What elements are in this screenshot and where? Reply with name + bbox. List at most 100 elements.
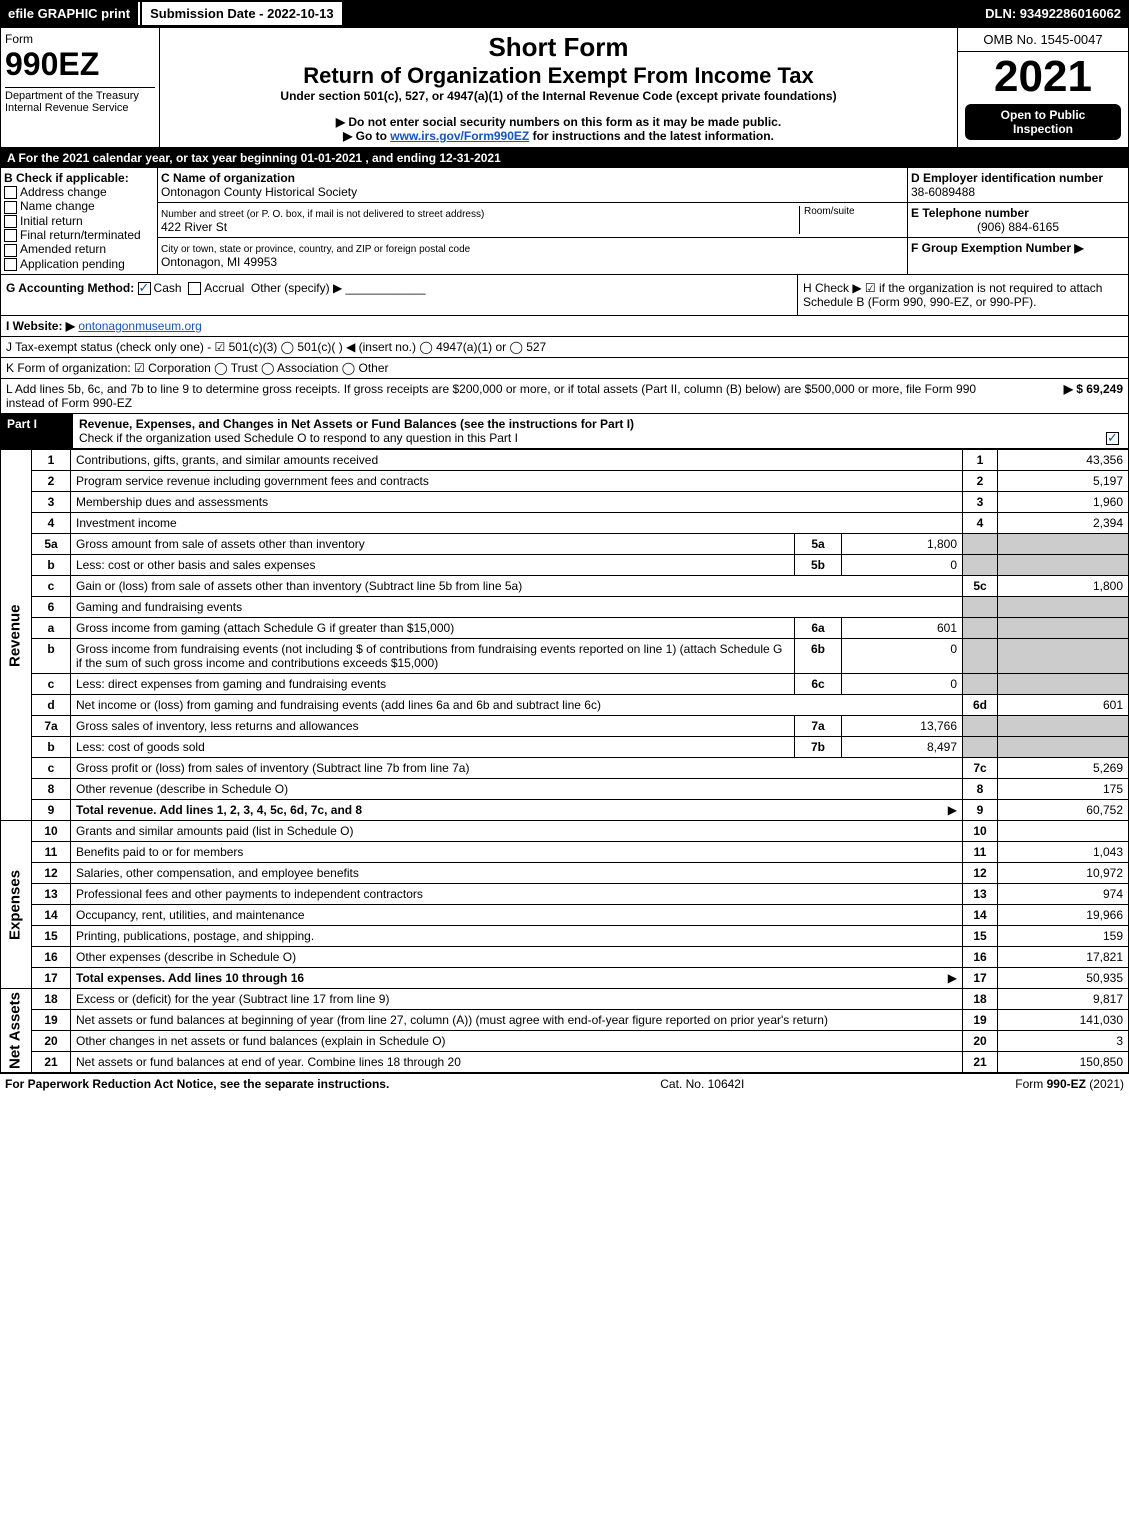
row-18: Net Assets 18 Excess or (deficit) for th…	[1, 989, 1129, 1010]
arrow-9: ▶	[948, 803, 957, 817]
line-6c-desc: Less: direct expenses from gaming and fu…	[71, 674, 795, 695]
footer-center: Cat. No. 10642I	[660, 1077, 744, 1091]
form-header: Form 990EZ Department of the Treasury In…	[0, 27, 1129, 148]
line-12-ref: 12	[963, 863, 998, 884]
line-17-ref: 17	[963, 968, 998, 989]
line-7b-subval: 8,497	[842, 737, 963, 758]
l-amount: ▶ $ 69,249	[1003, 382, 1123, 410]
line-7a-desc: Gross sales of inventory, less returns a…	[71, 716, 795, 737]
line-20-desc: Other changes in net assets or fund bala…	[71, 1031, 963, 1052]
line-19-val: 141,030	[998, 1010, 1129, 1031]
part-i-label: Part I	[1, 414, 73, 448]
gray-5b	[963, 555, 998, 576]
l-text: L Add lines 5b, 6c, and 7b to line 9 to …	[6, 382, 1003, 410]
line-13-num: 13	[32, 884, 71, 905]
section-gh: G Accounting Method: Cash Accrual Other …	[0, 275, 1129, 316]
b-opt-pending-label: Application pending	[20, 257, 125, 271]
line-21-ref: 21	[963, 1052, 998, 1073]
line-14-val: 19,966	[998, 905, 1129, 926]
irs-link[interactable]: www.irs.gov/Form990EZ	[390, 129, 529, 143]
line-5a-num: 5a	[32, 534, 71, 555]
line-9-ref: 9	[963, 800, 998, 821]
line-5c-desc: Gain or (loss) from sale of assets other…	[71, 576, 963, 597]
form-label: Form	[5, 32, 155, 46]
row-3: 3 Membership dues and assessments 3 1,96…	[1, 492, 1129, 513]
gray-7a	[963, 716, 998, 737]
line-16-val: 17,821	[998, 947, 1129, 968]
room-label: Room/suite	[799, 206, 904, 234]
section-h: H Check ▶ ☑ if the organization is not r…	[797, 275, 1128, 315]
b-label: B Check if applicable:	[4, 171, 154, 185]
row-16: 16 Other expenses (describe in Schedule …	[1, 947, 1129, 968]
line-18-val: 9,817	[998, 989, 1129, 1010]
row-6b: b Gross income from fundraising events (…	[1, 639, 1129, 674]
line-10-num: 10	[32, 821, 71, 842]
b-opt-amended[interactable]: Amended return	[4, 242, 154, 256]
header-center: Short Form Return of Organization Exempt…	[160, 28, 957, 147]
line-7a-num: 7a	[32, 716, 71, 737]
line-16-num: 16	[32, 947, 71, 968]
gray-7b	[963, 737, 998, 758]
note2-suffix: for instructions and the latest informat…	[529, 129, 774, 143]
b-opt-final[interactable]: Final return/terminated	[4, 228, 154, 242]
line-17-num: 17	[32, 968, 71, 989]
section-l: L Add lines 5b, 6c, and 7b to line 9 to …	[0, 379, 1129, 414]
telephone: (906) 884-6165	[911, 220, 1125, 234]
line-10-desc: Grants and similar amounts paid (list in…	[71, 821, 963, 842]
open-public: Open to Public Inspection	[965, 104, 1121, 140]
ein: 38-6089488	[911, 185, 975, 199]
part-i-table: Revenue 1 Contributions, gifts, grants, …	[0, 449, 1129, 1073]
part-i-check[interactable]	[1106, 432, 1119, 445]
line-13-ref: 13	[963, 884, 998, 905]
header-right: OMB No. 1545-0047 2021 Open to Public In…	[957, 28, 1128, 147]
line-8-num: 8	[32, 779, 71, 800]
line-19-desc: Net assets or fund balances at beginning…	[71, 1010, 963, 1031]
line-21-num: 21	[32, 1052, 71, 1073]
gray-7b-v	[998, 737, 1129, 758]
b-opt-name-label: Name change	[20, 199, 95, 213]
line-3-ref: 3	[963, 492, 998, 513]
g-accrual-check[interactable]	[188, 282, 201, 295]
submission-date: Submission Date - 2022-10-13	[140, 0, 344, 27]
row-6c: c Less: direct expenses from gaming and …	[1, 674, 1129, 695]
b-opt-address-label: Address change	[20, 185, 107, 199]
line-14-ref: 14	[963, 905, 998, 926]
section-a: A For the 2021 calendar year, or tax yea…	[0, 148, 1129, 168]
row-7c: c Gross profit or (loss) from sales of i…	[1, 758, 1129, 779]
line-15-desc: Printing, publications, postage, and shi…	[71, 926, 963, 947]
b-opt-name[interactable]: Name change	[4, 199, 154, 213]
top-bar: efile GRAPHIC print Submission Date - 20…	[0, 0, 1129, 27]
row-7a: 7a Gross sales of inventory, less return…	[1, 716, 1129, 737]
org-name: Ontonagon County Historical Society	[161, 185, 357, 199]
b-opt-amended-label: Amended return	[20, 242, 106, 256]
d-label: D Employer identification number	[911, 171, 1103, 185]
line-3-num: 3	[32, 492, 71, 513]
b-opt-final-label: Final return/terminated	[20, 228, 141, 242]
row-5b: b Less: cost or other basis and sales ex…	[1, 555, 1129, 576]
line-3-val: 1,960	[998, 492, 1129, 513]
line-4-ref: 4	[963, 513, 998, 534]
tax-year: 2021	[958, 52, 1128, 102]
b-opt-initial[interactable]: Initial return	[4, 214, 154, 228]
footer-left: For Paperwork Reduction Act Notice, see …	[5, 1077, 389, 1091]
line-7b-desc: Less: cost of goods sold	[71, 737, 795, 758]
gray-6a	[963, 618, 998, 639]
line-7c-val: 5,269	[998, 758, 1129, 779]
line-6-num: 6	[32, 597, 71, 618]
row-17: 17 Total expenses. Add lines 10 through …	[1, 968, 1129, 989]
line-19-ref: 19	[963, 1010, 998, 1031]
b-opt-pending[interactable]: Application pending	[4, 257, 154, 271]
gray-6	[963, 597, 998, 618]
line-11-num: 11	[32, 842, 71, 863]
line-11-val: 1,043	[998, 842, 1129, 863]
website-link[interactable]: ontonagonmuseum.org	[78, 319, 201, 333]
b-opt-address[interactable]: Address change	[4, 185, 154, 199]
line-18-num: 18	[32, 989, 71, 1010]
c-label: C Name of organization	[161, 171, 295, 185]
g-cash-check[interactable]	[138, 282, 151, 295]
footer-right: Form 990-EZ (2021)	[1015, 1077, 1124, 1091]
row-19: 19 Net assets or fund balances at beginn…	[1, 1010, 1129, 1031]
line-5b-sub: 5b	[795, 555, 842, 576]
line-7a-subval: 13,766	[842, 716, 963, 737]
row-20: 20 Other changes in net assets or fund b…	[1, 1031, 1129, 1052]
